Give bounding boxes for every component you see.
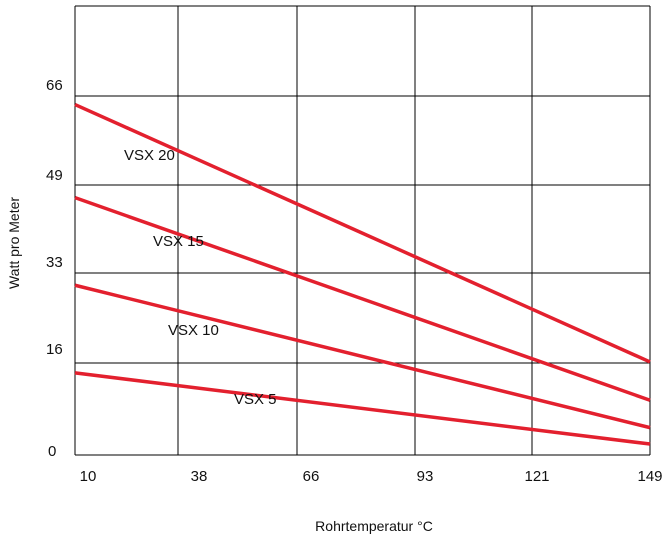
- y-tick-label: 66: [46, 77, 63, 94]
- y-tick-label: 33: [46, 254, 63, 271]
- x-tick-label: 93: [417, 468, 434, 485]
- x-tick-label: 121: [524, 468, 549, 485]
- x-tick-label: 38: [191, 468, 208, 485]
- series-label-vsx-15: VSX 15: [153, 233, 204, 250]
- series-line-vsx-5: [74, 371, 651, 446]
- series-label-vsx-20: VSX 20: [124, 147, 175, 164]
- y-tick-labels: 0 16 33 49 66: [46, 77, 63, 460]
- series-line-vsx-10: [74, 283, 651, 430]
- x-tick-label: 10: [80, 468, 97, 485]
- x-axis-title: Rohrtemperatur °C: [315, 518, 433, 534]
- series-lines: [74, 102, 651, 446]
- grid: [74, 5, 651, 456]
- x-tick-labels: 10 38 66 93 121 149: [80, 468, 662, 485]
- series-labels: VSX 20 VSX 15 VSX 10 VSX 5: [124, 147, 277, 408]
- x-tick-label: 149: [637, 468, 662, 485]
- series-line-vsx-15: [74, 195, 651, 402]
- y-tick-label: 0: [48, 443, 56, 460]
- series-line-vsx-20: [74, 102, 651, 364]
- series-label-vsx-5: VSX 5: [234, 391, 277, 408]
- x-tick-label: 66: [303, 468, 320, 485]
- series-label-vsx-10: VSX 10: [168, 322, 219, 339]
- y-axis-title: Watt pro Meter: [6, 197, 22, 289]
- y-tick-label: 49: [46, 167, 63, 184]
- y-tick-label: 16: [46, 341, 63, 358]
